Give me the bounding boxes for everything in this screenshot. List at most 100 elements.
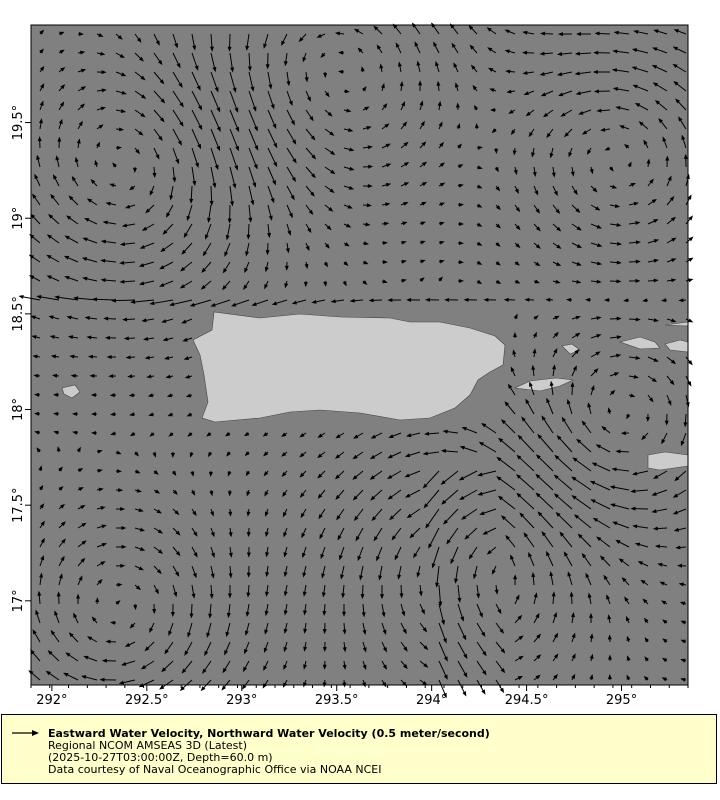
velocity-arrow (96, 33, 104, 37)
velocity-arrow (419, 679, 428, 686)
velocity-arrow (542, 109, 554, 118)
velocity-arrow (48, 213, 60, 225)
velocity-arrow (533, 204, 540, 214)
velocity-arrow (516, 454, 535, 472)
velocity-arrow (191, 527, 198, 537)
velocity-arrow (138, 261, 155, 267)
velocity-arrow (477, 489, 497, 496)
velocity-arrow (571, 185, 578, 196)
velocity-arrow (587, 402, 592, 415)
velocity-arrow (242, 660, 250, 673)
velocity-arrow (115, 544, 127, 549)
velocity-arrow (191, 109, 203, 131)
velocity-arrow (468, 546, 478, 560)
velocity-arrow (31, 335, 41, 340)
velocity-arrow (416, 565, 421, 578)
velocity-arrow (30, 213, 41, 225)
velocity-arrow (353, 508, 364, 522)
velocity-arrow (53, 174, 60, 187)
velocity-arrow (49, 335, 60, 340)
velocity-arrow (245, 603, 250, 618)
velocity-arrow (666, 195, 675, 206)
velocity-arrow (105, 201, 117, 206)
velocity-arrow (189, 451, 194, 458)
velocity-arrow (679, 601, 687, 606)
velocity-arrow (440, 470, 459, 485)
velocity-arrow (576, 438, 592, 453)
velocity-arrow (455, 102, 460, 111)
y-tick-label: 19.5° (11, 105, 26, 140)
velocity-arrow (302, 565, 307, 578)
velocity-arrow (381, 163, 392, 168)
velocity-arrow (124, 641, 136, 647)
velocity-arrow (153, 33, 160, 46)
velocity-arrow (229, 128, 239, 152)
velocity-arrow (139, 242, 155, 249)
velocity-arrow (425, 508, 440, 529)
velocity-arrow (222, 261, 231, 274)
velocity-arrow (438, 240, 445, 245)
velocity-arrow (476, 279, 483, 285)
velocity-arrow (505, 69, 516, 74)
velocity-arrow (84, 218, 98, 225)
velocity-arrow (303, 622, 308, 634)
velocity-arrow (210, 71, 219, 93)
map-frame (30, 24, 689, 686)
velocity-arrow (556, 71, 573, 77)
velocity-arrow (283, 622, 288, 635)
velocity-arrow (352, 451, 364, 460)
velocity-arrow (513, 574, 518, 586)
velocity-arrow (115, 52, 125, 59)
velocity-arrow (84, 315, 98, 320)
velocity-arrow (96, 449, 103, 454)
mona-island (61, 384, 81, 399)
velocity-arrow (324, 128, 335, 136)
velocity-arrow (36, 294, 60, 301)
velocity-arrow (568, 147, 573, 158)
velocity-arrow (418, 80, 423, 92)
velocity-arrow (418, 584, 423, 597)
velocity-arrow (632, 524, 649, 529)
velocity-arrow (303, 603, 308, 616)
velocity-arrow (77, 86, 87, 92)
velocity-arrow (337, 527, 345, 541)
velocity-arrow (552, 315, 560, 320)
velocity-arrow (264, 622, 269, 635)
velocity-arrow (672, 489, 687, 498)
velocity-arrow (353, 432, 364, 439)
velocity-arrow (191, 489, 196, 496)
velocity-arrow (594, 31, 611, 36)
velocity-arrow (96, 579, 103, 586)
velocity-arrow (172, 109, 184, 127)
velocity-arrow (680, 658, 687, 663)
velocity-arrow (631, 48, 649, 54)
velocity-arrow (588, 612, 593, 624)
velocity-arrow (81, 257, 98, 263)
velocity-arrow (51, 373, 60, 378)
velocity-arrow (354, 28, 364, 35)
legend-arrow-icon (12, 730, 39, 736)
velocity-arrow (446, 527, 459, 545)
velocity-arrow (387, 298, 402, 303)
velocity-arrow (647, 394, 654, 403)
velocity-arrow (39, 48, 44, 54)
velocity-arrow (58, 31, 65, 36)
velocity-arrow (612, 521, 630, 529)
velocity-arrow (628, 355, 641, 360)
velocity-arrow (557, 90, 573, 97)
velocity-arrow (552, 204, 561, 214)
velocity-arrow (419, 100, 424, 111)
velocity-arrow (134, 109, 146, 118)
velocity-arrow (34, 430, 41, 435)
velocity-arrow (666, 375, 675, 386)
velocity-arrow (282, 489, 288, 498)
velocity-arrow (680, 639, 687, 644)
velocity-arrow (304, 261, 309, 270)
velocity-arrow (128, 393, 136, 398)
velocity-arrow (343, 108, 352, 113)
velocity-arrow (628, 317, 641, 322)
velocity-arrow (324, 242, 330, 249)
velocity-arrow (419, 240, 426, 245)
velocity-arrow (381, 603, 386, 618)
velocity-arrow (77, 468, 84, 473)
